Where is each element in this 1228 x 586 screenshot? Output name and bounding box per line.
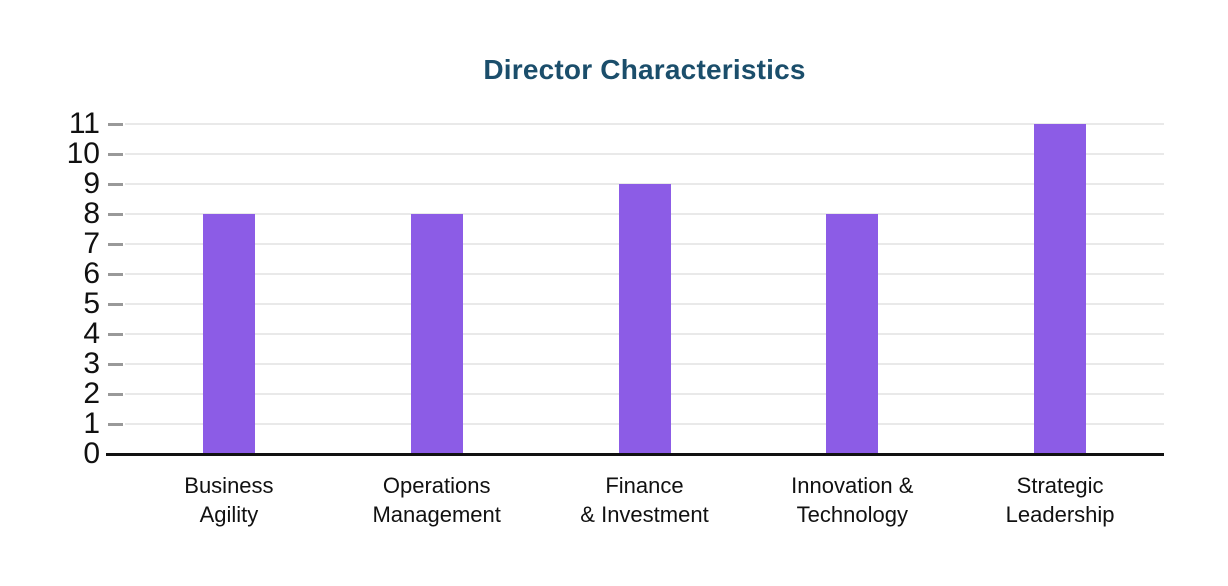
y-axis-tick-label: 1	[83, 407, 100, 440]
y-axis-tick-label: 11	[68, 107, 100, 140]
chart-title: Director Characteristics	[483, 54, 806, 85]
y-axis-tick	[108, 242, 123, 246]
x-axis-tick-label: Strategic Leadership	[1005, 473, 1115, 527]
y-axis-tick	[108, 362, 123, 366]
bar	[410, 214, 463, 454]
y-axis-tick	[108, 392, 123, 396]
x-axis-tick-label: Business Agility	[184, 473, 274, 527]
y-axis-tick-label: 9	[83, 167, 100, 200]
y-axis-tick-label: 10	[66, 137, 100, 170]
bar	[1034, 124, 1087, 454]
y-axis-tick	[108, 332, 123, 336]
x-axis-tick-label: Operations Management	[372, 473, 501, 527]
bar	[826, 214, 879, 454]
y-axis-tick	[108, 152, 123, 156]
y-axis-tick	[108, 422, 123, 426]
y-axis-tick-label: 2	[83, 377, 100, 410]
y-axis-tick-label: 3	[83, 347, 100, 380]
y-axis-tick-label: 5	[83, 287, 100, 320]
y-axis-tick-label: 7	[83, 227, 100, 260]
y-axis-tick	[108, 302, 123, 306]
y-axis-tick-label: 4	[83, 317, 100, 350]
y-axis-tick-label: 0	[83, 437, 100, 470]
bar	[618, 184, 671, 454]
bar	[202, 214, 255, 454]
y-axis-tick	[108, 122, 123, 126]
gridline	[125, 123, 1164, 125]
gridline	[125, 153, 1164, 155]
y-axis-tick	[108, 272, 123, 276]
y-axis-tick	[108, 182, 123, 186]
x-axis-line	[106, 452, 1164, 456]
plot-area: 0 1 2 3 4 5 6 7 8 9 10 11 Business Agility Operations…	[67, 108, 1164, 527]
x-axis-tick-label: Finance & Investment	[580, 473, 709, 527]
y-axis-tick-label: 8	[83, 197, 100, 230]
x-axis-tick-label: Innovation & Technology	[791, 473, 914, 527]
y-axis-tick-label: 6	[83, 257, 100, 290]
y-axis-tick	[108, 212, 123, 216]
